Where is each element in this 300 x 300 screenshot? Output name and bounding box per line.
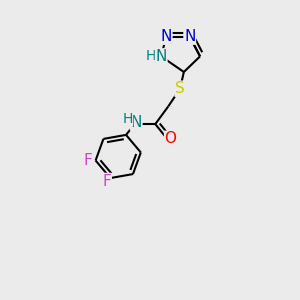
- Text: H: H: [122, 112, 133, 126]
- Text: N: N: [155, 49, 167, 64]
- Text: S: S: [175, 81, 185, 96]
- Text: N: N: [160, 29, 172, 44]
- Text: F: F: [102, 173, 111, 188]
- Text: F: F: [84, 153, 93, 168]
- Text: O: O: [165, 131, 177, 146]
- Text: N: N: [130, 115, 142, 130]
- Text: H: H: [146, 50, 156, 63]
- Text: N: N: [184, 29, 195, 44]
